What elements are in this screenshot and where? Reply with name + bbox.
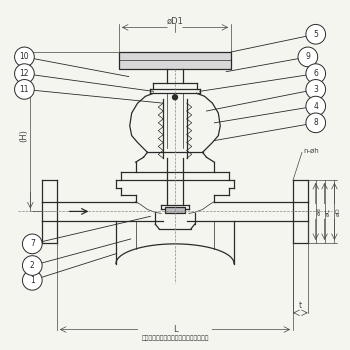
Text: 2: 2 (30, 261, 35, 270)
Bar (165, 208, 185, 214)
Circle shape (173, 95, 177, 100)
Text: øC: øC (326, 207, 330, 216)
Circle shape (22, 271, 42, 290)
Text: 5: 5 (313, 30, 318, 39)
Text: L: L (173, 325, 177, 334)
Text: 8: 8 (313, 118, 318, 127)
Circle shape (15, 64, 34, 84)
Circle shape (306, 96, 326, 116)
Text: 4: 4 (313, 102, 318, 111)
Circle shape (22, 256, 42, 275)
Circle shape (306, 25, 326, 44)
Text: ød: ød (317, 208, 322, 215)
Text: 10: 10 (20, 52, 29, 61)
Text: øD: øD (335, 207, 341, 216)
Text: 11: 11 (20, 85, 29, 94)
Text: 3: 3 (313, 85, 318, 94)
Circle shape (298, 47, 318, 67)
Text: 7: 7 (30, 239, 35, 248)
Text: ＊呼び径により寸法形状が異なります。: ＊呼び径により寸法形状が異なります。 (141, 336, 209, 341)
Text: 1: 1 (30, 276, 35, 285)
Text: 12: 12 (20, 69, 29, 78)
Text: 9: 9 (306, 52, 310, 61)
Text: 6: 6 (313, 69, 318, 78)
Circle shape (15, 47, 34, 67)
Circle shape (306, 113, 326, 133)
Text: øD1: øD1 (167, 16, 183, 26)
Bar (119, 52, 231, 69)
Text: n-øh: n-øh (303, 147, 319, 153)
Circle shape (306, 79, 326, 99)
Circle shape (306, 64, 326, 84)
Circle shape (22, 234, 42, 254)
Text: (H): (H) (19, 129, 28, 142)
Text: t: t (299, 301, 302, 310)
Circle shape (15, 79, 34, 99)
